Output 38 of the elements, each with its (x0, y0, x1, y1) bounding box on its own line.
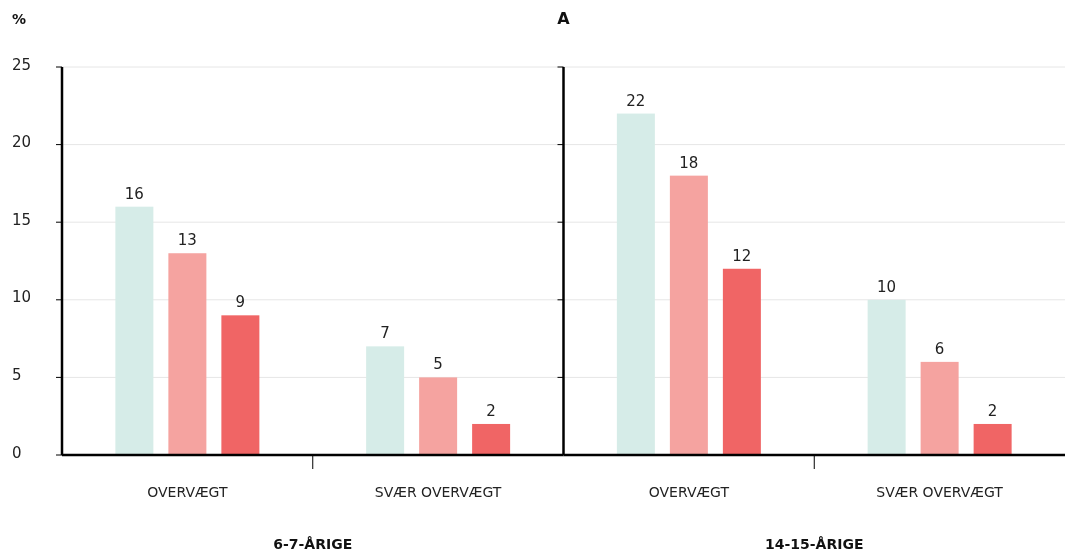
y-tick-label: 25 (12, 55, 32, 74)
bar (973, 423, 1012, 455)
bar (168, 253, 207, 455)
data-label: 10 (877, 277, 897, 296)
y-tick-label: 5 (12, 365, 22, 384)
x-axis-title: 14-15-ÅRIGE (765, 536, 864, 552)
y-tick-label: 10 (12, 288, 32, 307)
data-label: 12 (732, 246, 752, 265)
bar (221, 315, 260, 455)
y-tick-label: 20 (12, 133, 32, 152)
data-label: 18 (679, 153, 699, 172)
y-axis-title: % (12, 11, 27, 27)
x-axis-title: 6-7-ÅRIGE (273, 536, 353, 552)
data-label: 7 (380, 324, 390, 343)
data-label: 2 (486, 401, 496, 420)
data-label: 9 (235, 293, 246, 312)
chart-title: A (557, 9, 571, 28)
bar (920, 361, 959, 455)
y-tick-label: 15 (12, 210, 32, 229)
x-tick-label: SVÆR OVERVÆGT (876, 484, 1004, 500)
bar (669, 175, 708, 455)
y-tick-label: 0 (12, 443, 22, 462)
data-label: 5 (433, 355, 443, 374)
bar (419, 377, 458, 455)
x-tick-label: OVERVÆGT (648, 484, 730, 500)
x-tick-label: OVERVÆGT (147, 484, 228, 500)
data-label: 22 (626, 91, 646, 110)
bar (472, 423, 511, 455)
bar (115, 206, 154, 455)
data-label: 2 (987, 401, 998, 420)
bar (366, 346, 405, 455)
data-label: 6 (934, 339, 945, 358)
bar (616, 113, 655, 455)
x-tick-label: SVÆR OVERVÆGT (374, 484, 502, 500)
bar (722, 268, 761, 455)
data-label: 13 (177, 231, 197, 250)
bar (867, 299, 906, 455)
data-label: 16 (124, 184, 144, 203)
